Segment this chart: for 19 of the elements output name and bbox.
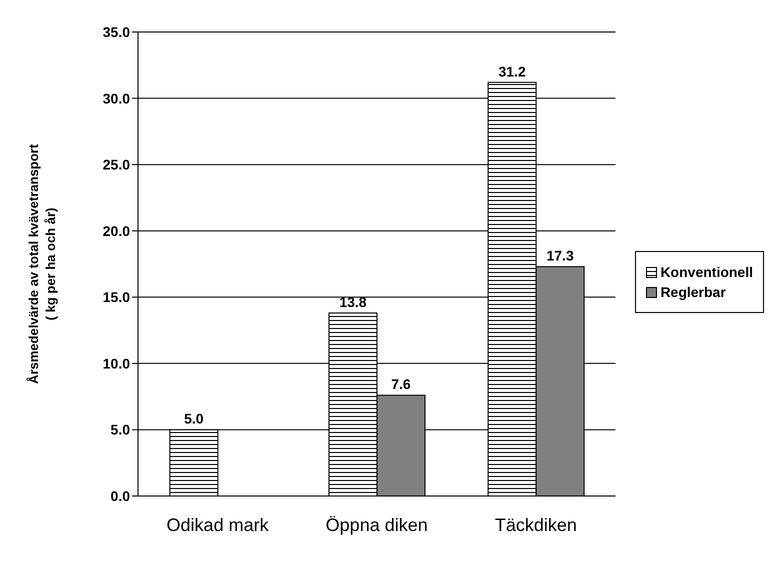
y-axis-title: Årsmedelvärde av total kvävetransport ( kg per ha och år) [26,143,58,384]
legend-label: Konventionell [660,264,753,280]
y-tick-label: 0.0 [110,488,130,504]
data-label: 5.0 [184,410,204,427]
data-label: 31.2 [498,63,526,80]
y-tick-label: 20.0 [102,222,130,239]
data-label: 7.6 [391,376,411,392]
y-tick-label: 10.0 [102,355,130,372]
y-tick-label: 35.0 [102,24,130,40]
y-tick-label: 5.0 [110,422,130,438]
y-tick-label: 30.0 [102,90,130,106]
legend-label: Reglerbar [660,284,726,300]
y-tick-label: 15.0 [102,289,130,306]
x-tick-label: Öppna diken [326,514,428,535]
x-tick-label: Odikad mark [166,514,270,535]
data-label: 17.3 [546,248,574,264]
data-label: 13.8 [339,294,367,310]
y-tick-label: 25.0 [102,156,130,173]
x-tick-label: Täckdiken [494,514,577,535]
